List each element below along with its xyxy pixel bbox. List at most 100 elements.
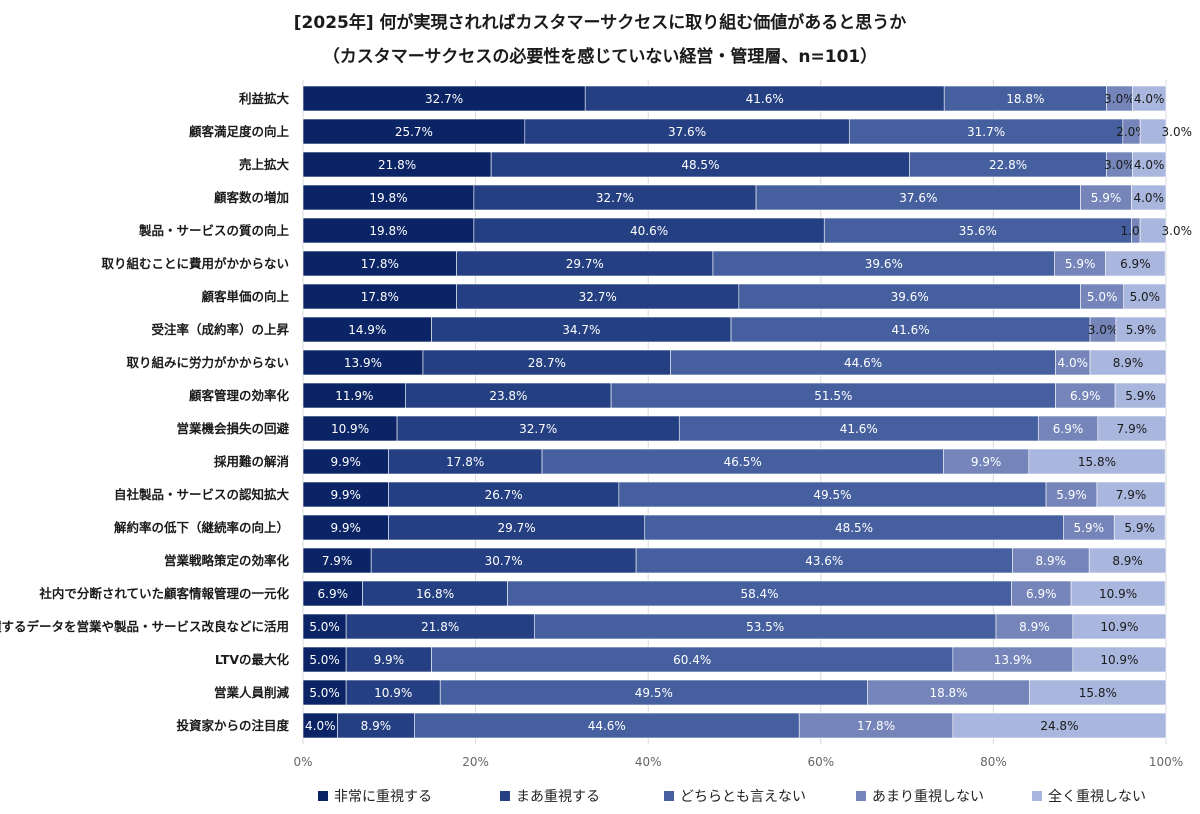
bar-segment [1132,85,1167,112]
stacked-bar-chart: 0% 20% 40% 60% 80% 100% 利益拡大 32.7% 41.6% 18.8% 3.0… [0,80,1193,769]
legend-swatch [856,791,866,801]
data-label: 17.8% [446,455,484,469]
category-label: 取り組みに労力がかからない [126,355,289,370]
bar-segment [473,217,825,244]
data-label: 5.9% [1091,191,1122,205]
data-label: 43.6% [805,554,843,568]
bar-segment [1055,349,1091,376]
bar-segment [1029,679,1167,706]
data-label: 4.0% [1134,92,1165,106]
data-label: 53.5% [746,620,784,634]
data-label: 15.8% [1079,686,1117,700]
bar-segment [1131,184,1167,211]
bar-segment [388,514,646,541]
data-label: 17.8% [361,290,399,304]
bar-segment [302,448,389,475]
bar-segment [396,415,680,442]
data-label: 15.8% [1078,455,1116,469]
data-label: 17.8% [857,719,895,733]
data-label: 8.9% [1019,620,1050,634]
data-label: 21.8% [378,158,416,172]
bar-segment [345,613,535,640]
category-label: 蓄積するデータを営業や製品・サービス改良などに活用 [0,619,289,634]
data-label: 3.0% [1104,92,1135,106]
x-tick-label: 100% [1149,755,1183,769]
data-label: 34.7% [562,323,600,337]
data-label: 26.7% [485,488,523,502]
bar-segment [345,679,441,706]
data-label: 41.6% [840,422,878,436]
bar-segment [302,349,424,376]
data-label: 6.9% [1053,422,1084,436]
bar-segment [302,613,347,640]
data-label: 5.9% [1065,257,1096,271]
data-label: 4.0% [1134,158,1165,172]
bar-segment [302,184,475,211]
bar-segment [431,316,732,343]
data-label: 5.9% [1074,521,1105,535]
category-label: 採用難の解消 [214,454,290,469]
legend-swatch [664,791,674,801]
bar-segment [1115,316,1167,343]
data-label: 32.7% [425,92,463,106]
data-label: 19.8% [369,224,407,238]
bar-segment [302,250,457,277]
bar-segment [439,679,868,706]
bar-segment [635,547,1013,574]
bar-segment [678,415,1039,442]
x-tick-label: 20% [462,755,489,769]
bar-segment [1123,283,1167,310]
data-label: 9.9% [971,455,1002,469]
bar-segment [1012,547,1090,574]
bar-segment [1106,85,1133,112]
data-label: 8.9% [1036,554,1067,568]
data-label: 58.4% [740,587,778,601]
data-label: 3.0% [1088,323,1119,337]
category-label: 解約率の低下（継続率の向上） [114,520,289,535]
bar-segment [302,217,475,244]
data-label: 4.0% [1058,356,1089,370]
category-label: 受注率（成約率）の上昇 [151,322,289,337]
category-label: 顧客数の増加 [214,190,289,205]
bar-segment [1080,283,1125,310]
data-label: 22.8% [989,158,1027,172]
bar-segment [1106,151,1133,178]
data-label: 2.0% [1116,125,1147,139]
bar-segment [456,250,714,277]
bar-segment [1037,415,1099,442]
data-label: 10.9% [1099,587,1137,601]
data-label: 37.6% [899,191,937,205]
bar-segment [730,316,1091,343]
data-label: 4.0% [1133,191,1164,205]
bar-segment [952,712,1167,739]
bar-segment [644,514,1064,541]
category-label: 営業戦略策定の効率化 [164,553,290,568]
data-label: 60.4% [673,653,711,667]
data-label: 6.9% [1120,257,1151,271]
data-label: 44.6% [588,719,626,733]
data-label: 24.8% [1040,719,1078,733]
bar-segment [943,85,1107,112]
category-label: LTVの最大化 [215,652,290,667]
category-label: 自社製品・サービスの認知拡大 [114,487,290,502]
data-label: 16.8% [416,587,454,601]
data-label: 17.8% [361,257,399,271]
bar-segment [302,712,338,739]
bar-segment [541,448,944,475]
category-label: 製品・サービスの質の向上 [138,223,290,238]
category-label: 顧客満足度の向上 [189,124,290,139]
data-label: 41.6% [746,92,784,106]
bar-segment [1132,151,1167,178]
bar-segment [952,646,1074,673]
data-label: 8.9% [1112,554,1143,568]
category-label: 営業機会損失の回避 [176,421,289,436]
bar-segment [738,283,1081,310]
legend-item: どちらとも言えない [664,786,806,806]
data-label: 51.5% [814,389,852,403]
data-label: 3.0% [1162,125,1193,139]
chart-legend: 非常に重視する まあ重視する どちらとも言えない あまり重視しない 全く重視しない [0,786,1200,808]
bar-segment [1054,250,1106,277]
bar-segment [848,118,1124,145]
legend-item: あまり重視しない [856,786,984,806]
bar-segment [370,547,637,574]
